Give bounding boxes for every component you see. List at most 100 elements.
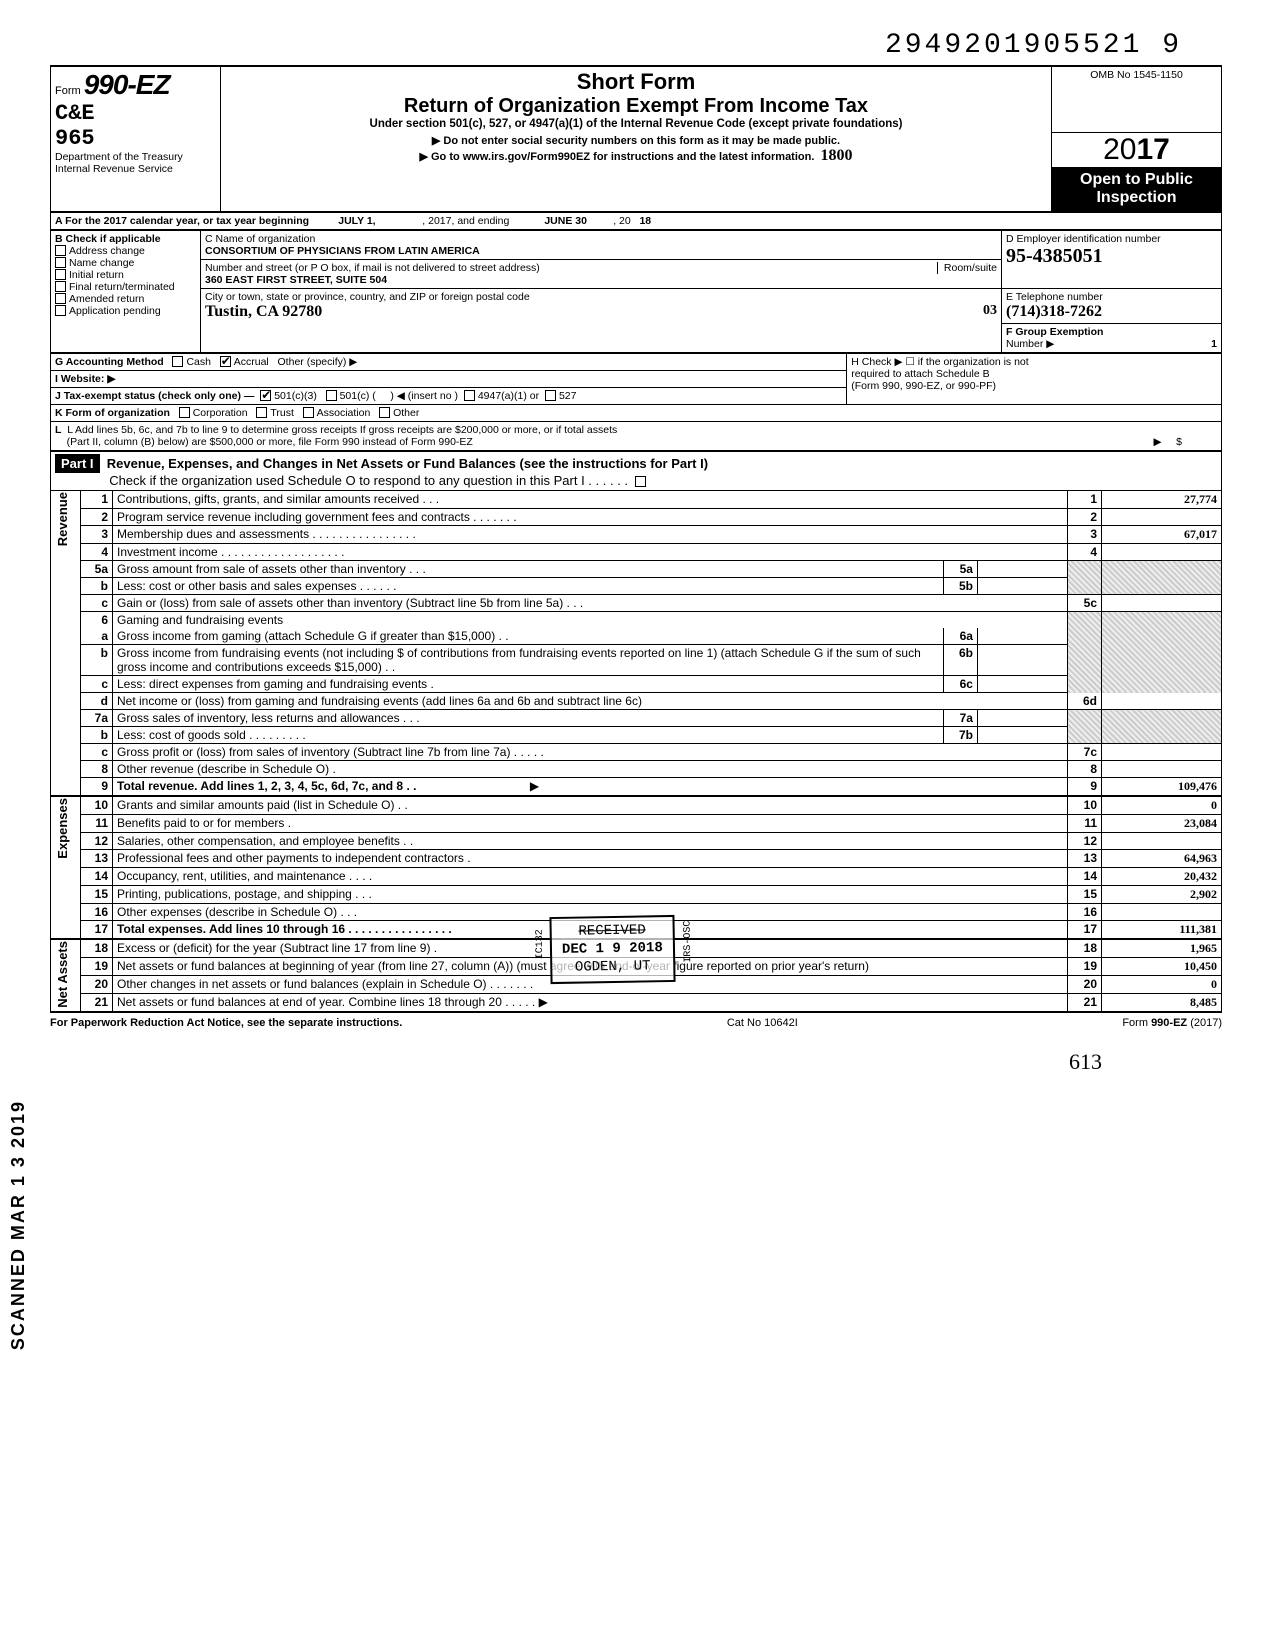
- ln11-num: 11: [81, 815, 113, 833]
- check-name-change[interactable]: [55, 257, 66, 268]
- check-other[interactable]: [379, 407, 390, 418]
- ln16-num: 16: [81, 904, 113, 921]
- b-final-return: Final return/terminated: [69, 281, 175, 293]
- check-527[interactable]: [545, 390, 556, 401]
- check-trust[interactable]: [256, 407, 267, 418]
- ln7-shade2: [1102, 710, 1222, 744]
- ln6d-num: d: [81, 693, 113, 710]
- ln14-val: 20,432: [1102, 868, 1222, 886]
- addr-label: Number and street (or P O box, if mail i…: [205, 262, 540, 274]
- header-table: Form 990-EZ C&E 965 Department of the Tr…: [50, 65, 1222, 213]
- ln11-text: Benefits paid to or for members .: [113, 815, 1068, 833]
- ln18-num: 18: [81, 939, 113, 958]
- ln5a-text: Gross amount from sale of assets other t…: [113, 560, 944, 577]
- ln21-text: Net assets or fund balances at end of ye…: [113, 994, 1068, 1013]
- ln5b-mini: 5b: [943, 577, 977, 594]
- ln17-val: 111,381: [1102, 921, 1222, 940]
- ln5c-val: [1102, 594, 1222, 611]
- row-a-end3: 18: [639, 215, 651, 227]
- org-name: CONSORTIUM OF PHYSICIANS FROM LATIN AMER…: [205, 245, 480, 257]
- rows-gk-table: G Accounting Method Cash Accrual Other (…: [50, 353, 1222, 452]
- ln6-text: Gaming and fundraising events: [113, 611, 1068, 628]
- part1-check[interactable]: [635, 476, 646, 487]
- form-number: 990-EZ: [84, 69, 170, 100]
- check-assoc[interactable]: [303, 407, 314, 418]
- ln5b-minival: [977, 577, 1067, 594]
- check-501c3[interactable]: [260, 390, 271, 401]
- row-a-end2: , 20: [613, 215, 631, 227]
- ln3-box: 3: [1068, 525, 1102, 543]
- g-other: Other (specify) ▶: [278, 356, 358, 368]
- main-title: Return of Organization Exempt From Incom…: [225, 95, 1047, 118]
- ln5c-box: 5c: [1068, 594, 1102, 611]
- ln18-box: 18: [1068, 939, 1102, 958]
- form-label: Form: [55, 85, 81, 97]
- ln13-text: Professional fees and other payments to …: [113, 850, 1068, 868]
- ln19-num: 19: [81, 958, 113, 976]
- footer-row: For Paperwork Reduction Act Notice, see …: [50, 1017, 1222, 1029]
- b-name-change: Name change: [69, 257, 134, 269]
- check-accrual[interactable]: [220, 356, 231, 367]
- room-label: Room/suite: [937, 262, 997, 274]
- row-e-label: E Telephone number: [1006, 291, 1103, 303]
- ln5-shade2: [1102, 560, 1222, 594]
- city-label: City or town, state or province, country…: [205, 291, 530, 303]
- row-c-label: C Name of organization: [205, 233, 315, 245]
- ln13-num: 13: [81, 850, 113, 868]
- row-a-end: JUNE 30: [544, 215, 587, 227]
- stamp-side2: IRS-OSC: [681, 920, 695, 962]
- received-stamp: IC132 IRS-OSC RECEIVED DEC 1 9 2018 OGDE…: [549, 914, 675, 983]
- open-public-2: Inspection: [1096, 189, 1176, 206]
- ln9-arrow: ▶: [530, 779, 539, 793]
- b-initial-return: Initial return: [69, 269, 124, 281]
- row-b-label: B Check if applicable: [55, 233, 161, 245]
- ln15-text: Printing, publications, postage, and shi…: [113, 886, 1068, 904]
- ln3-num: 3: [81, 525, 113, 543]
- row-a-mid2: , 2017, and ending: [422, 215, 509, 227]
- b-application-pending: Application pending: [69, 305, 161, 317]
- dept-treasury: Department of the Treasury: [55, 151, 216, 163]
- ln1-val: 27,774: [1102, 491, 1222, 509]
- ln6b-mini: 6b: [943, 644, 977, 675]
- ln7a-mini: 7a: [943, 710, 977, 727]
- ln13-box: 13: [1068, 850, 1102, 868]
- ln12-text: Salaries, other compensation, and employ…: [113, 833, 1068, 850]
- check-501c[interactable]: [326, 390, 337, 401]
- stamp-l3: OGDEN, UT: [562, 957, 663, 977]
- row-h-3: (Form 990, 990-EZ, or 990-PF): [851, 380, 996, 392]
- check-corp[interactable]: [179, 407, 190, 418]
- ln14-text: Occupancy, rent, utilities, and maintena…: [113, 868, 1068, 886]
- omb-cell: OMB No 1545-1150: [1052, 66, 1222, 132]
- check-application-pending[interactable]: [55, 305, 66, 316]
- ln15-val: 2,902: [1102, 886, 1222, 904]
- ln8-box: 8: [1068, 761, 1102, 778]
- check-amended-return[interactable]: [55, 293, 66, 304]
- row-h-1: H Check ▶ ☐ if the organization is not: [851, 356, 1028, 368]
- ln8-text: Other revenue (describe in Schedule O) .: [113, 761, 1068, 778]
- k-corp: Corporation: [193, 407, 248, 419]
- ln5b-text: Less: cost or other basis and sales expe…: [113, 577, 944, 594]
- row-k-label: K Form of organization: [55, 407, 170, 419]
- ln1-box: 1: [1068, 491, 1102, 509]
- side-revenue: Revenue: [55, 492, 70, 546]
- check-final-return[interactable]: [55, 281, 66, 292]
- stamp-l2: DEC 1 9 2018: [562, 939, 663, 959]
- ln2-num: 2: [81, 508, 113, 525]
- ln10-val: 0: [1102, 796, 1222, 815]
- serial-number: 2949201905521 9: [50, 30, 1222, 61]
- check-address-change[interactable]: [55, 245, 66, 256]
- ln6b-text: Gross income from fundraising events (no…: [113, 644, 944, 675]
- part1-header: Part I Revenue, Expenses, and Changes in…: [50, 452, 1222, 491]
- ein-value: 95-4385051: [1006, 245, 1103, 267]
- row-f-label: F Group Exemption: [1006, 326, 1103, 338]
- ln4-text: Investment income . . . . . . . . . . . …: [113, 543, 1068, 560]
- check-initial-return[interactable]: [55, 269, 66, 280]
- ln6a-num: a: [81, 628, 113, 645]
- instr-2: ▶ Go to www.irs.gov/Form990EZ for instru…: [419, 151, 814, 163]
- check-4947[interactable]: [464, 390, 475, 401]
- ln21-num: 21: [81, 994, 113, 1013]
- ln9-text: Total revenue. Add lines 1, 2, 3, 4, 5c,…: [117, 779, 416, 793]
- check-cash[interactable]: [172, 356, 183, 367]
- ln5a-mini: 5a: [943, 560, 977, 577]
- ln6c-text: Less: direct expenses from gaming and fu…: [113, 675, 944, 692]
